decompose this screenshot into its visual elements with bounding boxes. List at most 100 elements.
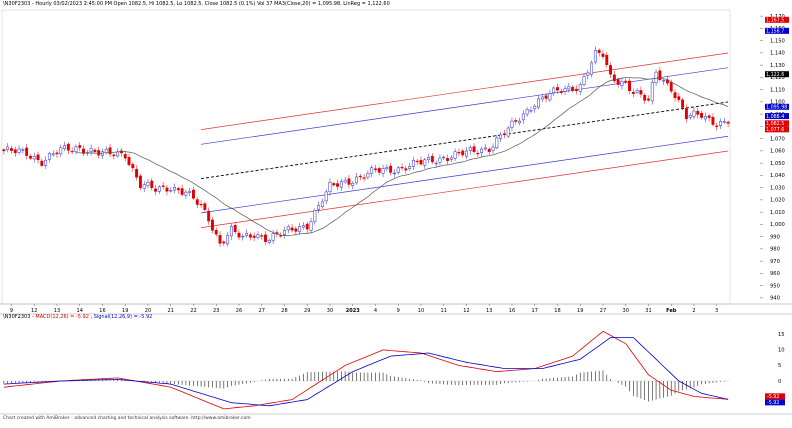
candle-body — [150, 180, 154, 188]
candle-body — [544, 95, 548, 99]
x-tick-label: 27 — [600, 308, 606, 314]
candle-body — [169, 190, 173, 192]
candle-body — [483, 147, 487, 150]
candle-body — [157, 186, 161, 192]
candle-body — [518, 120, 522, 124]
candle-body — [480, 148, 484, 153]
candle-body — [28, 155, 32, 159]
x-tick-label: 9 — [397, 308, 400, 314]
candle-body — [226, 235, 230, 245]
candle-body — [377, 168, 381, 173]
price-tick-label: 1,040 — [770, 173, 785, 179]
candle-body — [252, 235, 256, 238]
candle-body — [654, 71, 658, 83]
candle-body — [609, 65, 613, 75]
price-tick-label: 1,150 — [770, 38, 785, 44]
candle-body — [161, 185, 165, 187]
candle-body — [320, 201, 324, 207]
candle-body — [586, 72, 590, 76]
candle-body — [78, 145, 82, 148]
candle-body — [472, 146, 476, 152]
candle-body — [700, 113, 704, 118]
x-tick-label: 28 — [281, 308, 287, 314]
price-tick-label: 1,110 — [770, 87, 785, 93]
candle-body — [25, 147, 29, 156]
candle-body — [123, 154, 127, 159]
candle-body — [582, 76, 586, 85]
candle-body — [305, 223, 309, 230]
candle-body — [688, 114, 692, 118]
candle-body — [578, 84, 582, 93]
candle-body — [142, 184, 146, 189]
candle-body — [188, 191, 192, 193]
candle-body — [571, 86, 575, 91]
candle-body — [40, 160, 44, 166]
candle-body — [408, 165, 412, 170]
candle-body — [245, 232, 249, 236]
linreg-line — [200, 101, 729, 180]
candle-body — [442, 156, 446, 159]
candle-body — [525, 109, 529, 115]
price-tick-label: 970 — [770, 259, 780, 265]
candle-body — [116, 151, 120, 157]
price-tag-label: 1,158.7 — [766, 29, 784, 35]
candle-body — [559, 91, 563, 93]
candle-body — [328, 182, 332, 192]
candle-body — [180, 188, 184, 195]
candle-body — [620, 81, 624, 87]
candle-body — [343, 179, 347, 183]
candle-body — [658, 70, 662, 80]
candle-body — [438, 157, 442, 163]
candle-body — [358, 175, 362, 178]
price-tag-label: 1,122.6 — [766, 72, 784, 78]
x-tick-label: 13 — [486, 308, 492, 314]
candle-body — [339, 181, 343, 188]
candle-body — [59, 147, 63, 155]
candle-body — [643, 95, 647, 101]
candle-body — [533, 105, 537, 110]
candle-body — [222, 241, 226, 244]
candle-body — [647, 98, 650, 101]
candle-body — [313, 210, 317, 222]
candle-body — [574, 88, 578, 91]
macd-header: \N30F2303 - MACD(12,26) = -5.92 , Signal… — [3, 314, 153, 320]
candle-body — [385, 167, 389, 170]
candle-body — [218, 235, 222, 244]
price-tick-label: 1,000 — [770, 222, 785, 228]
candle-body — [616, 79, 620, 85]
x-tick-label: 11 — [441, 308, 447, 314]
signal-legend-label: Signal(12,26,9) = -5.92 — [93, 314, 153, 320]
price-tick-label: 1,120 — [770, 75, 785, 81]
x-tick-label: 29 — [304, 308, 310, 314]
macd-tag-label: -5.92 — [767, 400, 779, 406]
price-tick-label: 1,070 — [770, 136, 785, 142]
x-tick-label: 18 — [554, 308, 560, 314]
candle-body — [184, 191, 188, 196]
candle-body — [722, 121, 726, 123]
candle-body — [556, 87, 559, 91]
channel-lower-outer — [201, 150, 729, 228]
candle-body — [66, 143, 70, 151]
x-tick-label: 21 — [168, 308, 174, 314]
candle-body — [635, 90, 639, 93]
candle-body — [10, 148, 13, 151]
candle-body — [207, 210, 211, 222]
channel-upper-outer — [201, 52, 729, 130]
candle-body — [21, 149, 25, 151]
candle-body — [165, 187, 169, 192]
candle-body — [411, 159, 415, 167]
candle-body — [491, 146, 495, 151]
candle-body — [294, 228, 298, 232]
macd-tag — [765, 399, 785, 406]
candle-body — [199, 203, 203, 206]
price-tick-label: 1,060 — [770, 149, 785, 155]
price-tick-label: 940 — [770, 296, 780, 302]
price-tag — [765, 71, 789, 78]
x-tick-label: 3 — [715, 308, 718, 314]
candle-body — [502, 133, 506, 136]
candle-body — [89, 148, 93, 152]
candle-body — [44, 159, 48, 166]
x-tick-label: 19 — [577, 308, 583, 314]
candle-body — [70, 150, 74, 153]
